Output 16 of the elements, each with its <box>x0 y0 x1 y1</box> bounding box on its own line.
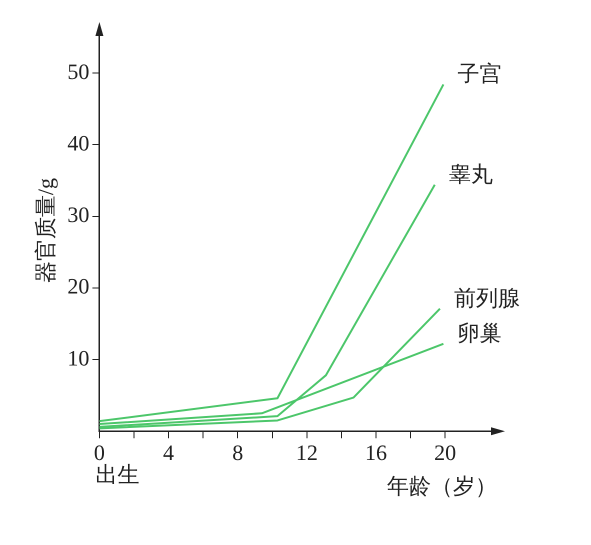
series-label: 卵巢 <box>457 320 502 346</box>
x-tick-label: 12 <box>296 440 318 466</box>
y-tick-label: 50 <box>67 58 90 84</box>
x-tick-label: 16 <box>364 440 387 466</box>
x-tick-label: 20 <box>434 440 456 466</box>
series-label: 子宫 <box>457 61 502 86</box>
series-label: 睾丸 <box>448 162 493 187</box>
series-label: 前列腺 <box>454 285 520 310</box>
x-tick-label: 8 <box>232 440 244 466</box>
y-tick-label: 10 <box>67 345 90 370</box>
y-tick-label: 40 <box>67 130 90 156</box>
y-axis-title: 器官质量/g <box>32 178 58 284</box>
x-tick-label: 4 <box>163 440 174 466</box>
y-tick-label: 20 <box>67 274 90 299</box>
x-axis-title: 年龄（岁） <box>387 474 497 499</box>
y-tick-label: 30 <box>67 202 90 228</box>
